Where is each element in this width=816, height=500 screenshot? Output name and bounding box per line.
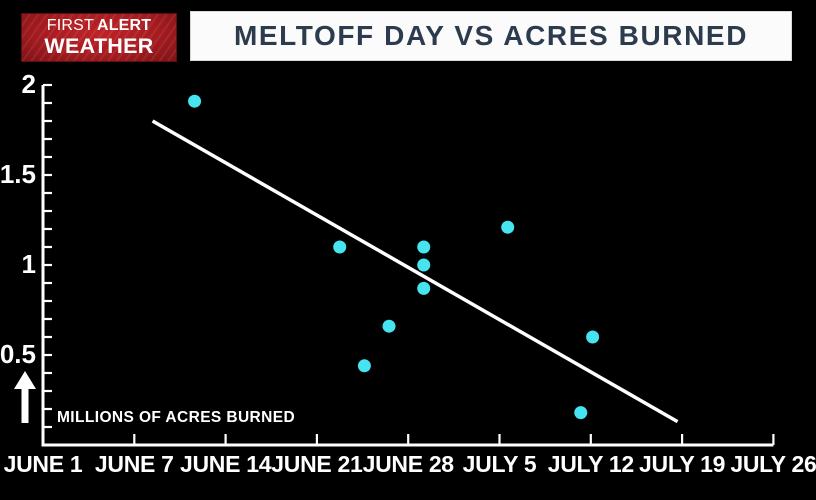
data-point	[417, 240, 431, 254]
up-arrow-icon	[14, 371, 36, 389]
trend-line	[151, 119, 679, 424]
data-point	[586, 330, 600, 344]
up-arrow-icon	[21, 387, 29, 423]
data-point	[188, 94, 202, 108]
logo-text-weather: WEATHER	[44, 34, 154, 59]
data-point	[501, 220, 515, 234]
x-tick-label: JUNE 14	[180, 451, 272, 477]
x-tick-label: JUNE 21	[271, 451, 363, 477]
x-tick-label: JULY 12	[548, 451, 634, 477]
y-axis-caption: MILLIONS OF ACRES BURNED	[57, 409, 295, 426]
logo-text-alert: ALERT	[96, 17, 152, 35]
y-tick-label: 1	[22, 249, 36, 279]
y-tick-label: 1.5	[0, 159, 36, 189]
y-tick-label: 0.5	[0, 339, 36, 369]
x-tick-label: JUNE 7	[95, 451, 174, 477]
x-tick-label: JULY 26	[730, 451, 816, 477]
first-alert-weather-logo: FIRST ALERT WEATHER	[21, 13, 177, 62]
chart-title: MELTOFF DAY VS ACRES BURNED	[233, 20, 749, 51]
logo-line1: FIRST ALERT	[47, 18, 152, 34]
x-tick-label: JULY 5	[463, 451, 537, 477]
x-tick-label: JUNE 28	[363, 451, 455, 477]
data-point	[417, 258, 431, 272]
data-point	[333, 240, 347, 254]
logo-text-first: FIRST	[46, 17, 94, 35]
data-point	[417, 281, 431, 295]
x-tick-label: JULY 19	[639, 451, 725, 477]
data-point	[574, 406, 588, 420]
axes	[41, 85, 774, 447]
data-point	[357, 359, 371, 373]
y-tick-label: 2	[22, 69, 36, 99]
x-tick-label: JUNE 1	[4, 451, 83, 477]
chart-title-box: MELTOFF DAY VS ACRES BURNED	[190, 11, 792, 61]
data-point	[382, 319, 396, 333]
